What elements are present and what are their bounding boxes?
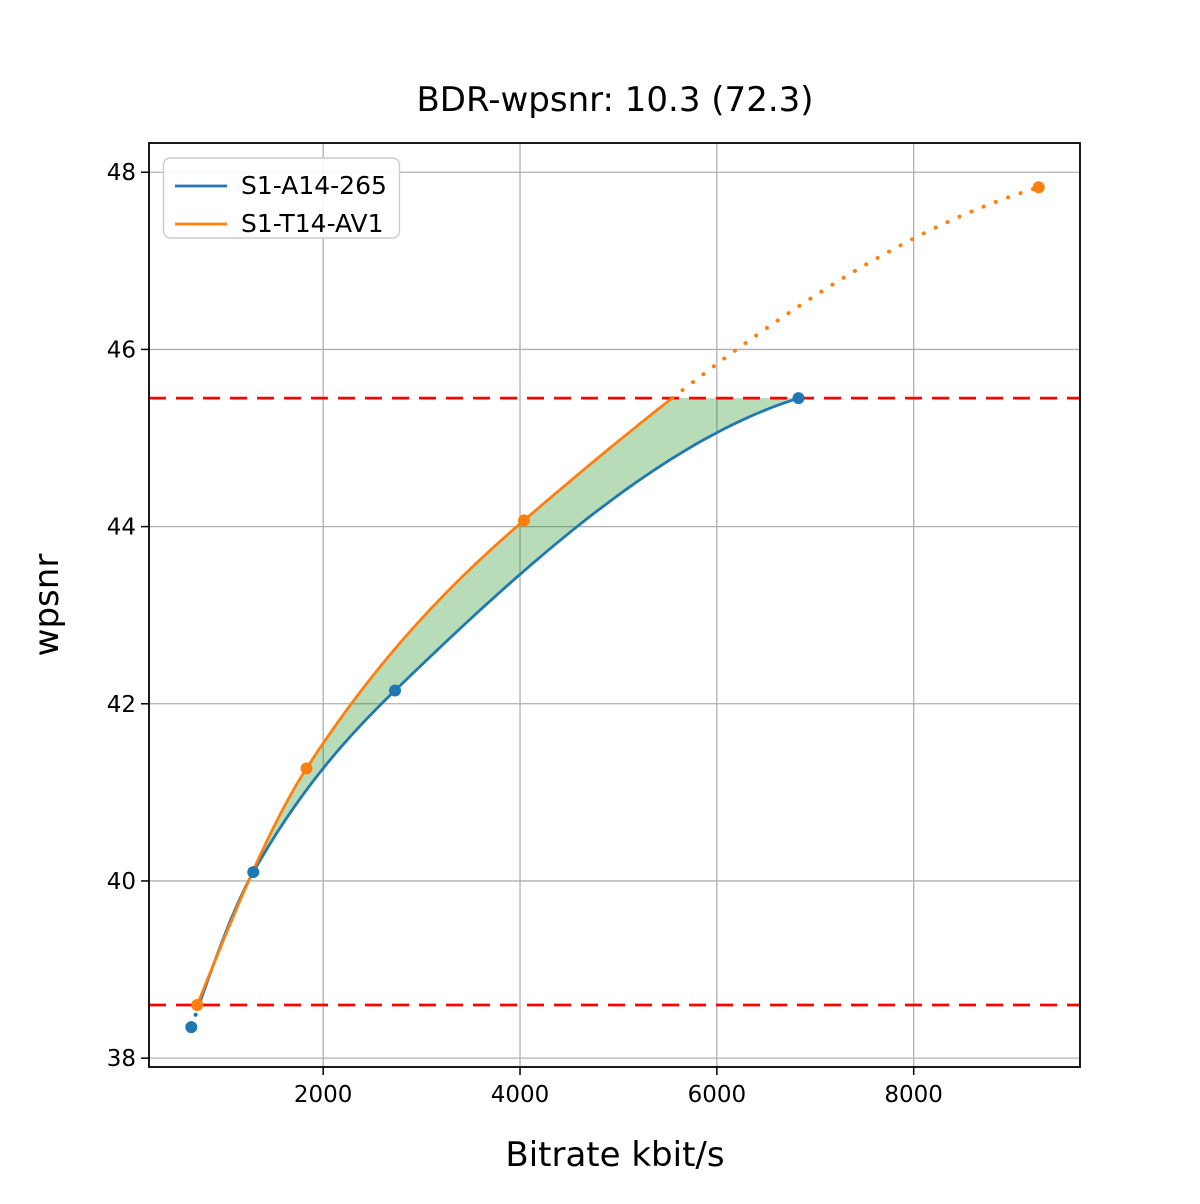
legend-label-s1-a14-265: S1-A14-265 [241,171,387,200]
overlap-boundary-lines [149,396,1080,1007]
x-tick-labels: 2000 4000 6000 8000 [294,1082,943,1108]
bd-overlap-area [197,398,799,1006]
data-point-s1-t14-av1 [1032,181,1045,194]
data-point-s1-t14-av1 [518,514,530,527]
series-line-s1-a14-265 [197,396,799,1006]
y-tick-label: 44 [107,515,136,541]
y-axis-label: wpsnr [27,554,67,657]
x-tick-label: 2000 [294,1082,353,1108]
series-extrapolation-s1-t14-av1 [670,185,1041,401]
legend: S1-A14-265 S1-T14-AV1 [162,157,401,239]
data-point-s1-a14-265 [389,684,401,697]
x-tick-label: 8000 [884,1082,943,1108]
data-points [185,181,1045,1034]
legend-label-s1-t14-av1: S1-T14-AV1 [241,209,384,238]
plot-frame [148,142,1081,1068]
series-line-s1-t14-av1 [195,397,673,1006]
x-axis-label: Bitrate kbit/s [505,1135,724,1175]
series-curves [189,185,1041,1030]
y-tick-label: 46 [107,337,136,363]
data-point-s1-a14-265 [247,866,260,879]
x-tick-label: 6000 [688,1082,747,1108]
x-tick-label: 4000 [491,1082,550,1108]
y-tick-labels: 38 40 42 44 46 48 [107,160,136,1072]
y-tick-label: 40 [107,869,136,895]
data-point-s1-t14-av1 [300,762,313,775]
series-extrapolation-s1-a14-265 [189,1003,201,1030]
data-point-s1-a14-265 [792,392,805,405]
y-tick-label: 38 [107,1046,136,1072]
legend-box [162,157,401,239]
y-tick-label: 48 [107,160,136,186]
chart-title: BDR-wpsnr: 10.3 (72.3) [416,80,813,120]
overlap-fill [197,398,799,1006]
data-point-s1-t14-av1 [191,999,204,1011]
axis-ticks [141,171,915,1075]
gridlines [149,143,1080,1067]
y-tick-label: 42 [107,692,136,718]
data-point-s1-a14-265 [185,1021,198,1034]
